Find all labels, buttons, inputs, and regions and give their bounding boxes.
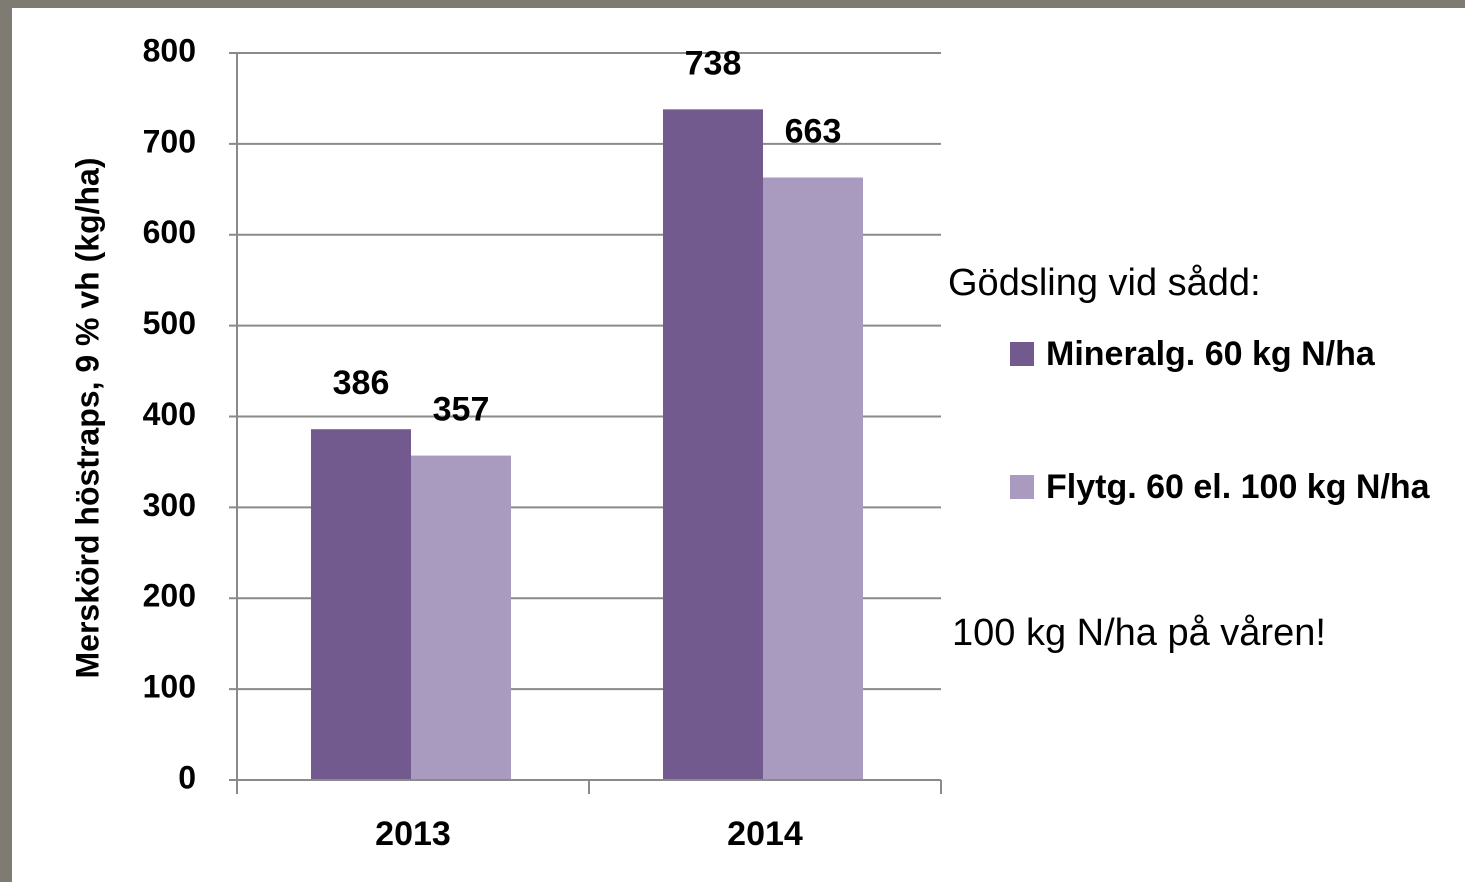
annotation: 100 kg N/ha på våren! [952,612,1326,655]
legend-label: Flytg. 60 el. 100 kg N/ha [1046,460,1446,514]
bar [411,456,511,780]
y-axis-label: Merskörd höstraps, 9 % vh (kg/ha) [69,157,105,678]
y-tick-label: 100 [143,669,196,705]
bar [763,177,863,780]
value-label: 738 [685,44,742,82]
bar [311,429,411,780]
y-tick-label: 500 [143,305,196,341]
legend-title: Gödsling vid sådd: [948,262,1261,305]
value-label: 663 [785,112,842,150]
y-tick-label: 300 [143,487,196,523]
y-tick-label: 800 [143,32,196,68]
bar [663,109,763,780]
y-tick-label: 200 [143,578,196,614]
legend-swatch [1010,342,1034,366]
legend-swatch [1010,475,1034,499]
value-label: 357 [433,391,490,429]
legend-label: Mineralg. 60 kg N/ha [1046,327,1446,381]
y-tick-label: 700 [143,123,196,159]
chart: Merskörd höstraps, 9 % vh (kg/ha) 0 100 20… [0,0,1465,882]
x-tick-label: 2013 [375,815,451,853]
page: Merskörd höstraps, 9 % vh (kg/ha) 0 100 20… [0,0,1465,882]
x-tick-label: 2014 [727,815,803,853]
y-tick-label: 600 [143,214,196,250]
y-tick-label: 0 [178,759,196,795]
value-label: 386 [333,364,390,402]
y-tick-label: 400 [143,396,196,432]
